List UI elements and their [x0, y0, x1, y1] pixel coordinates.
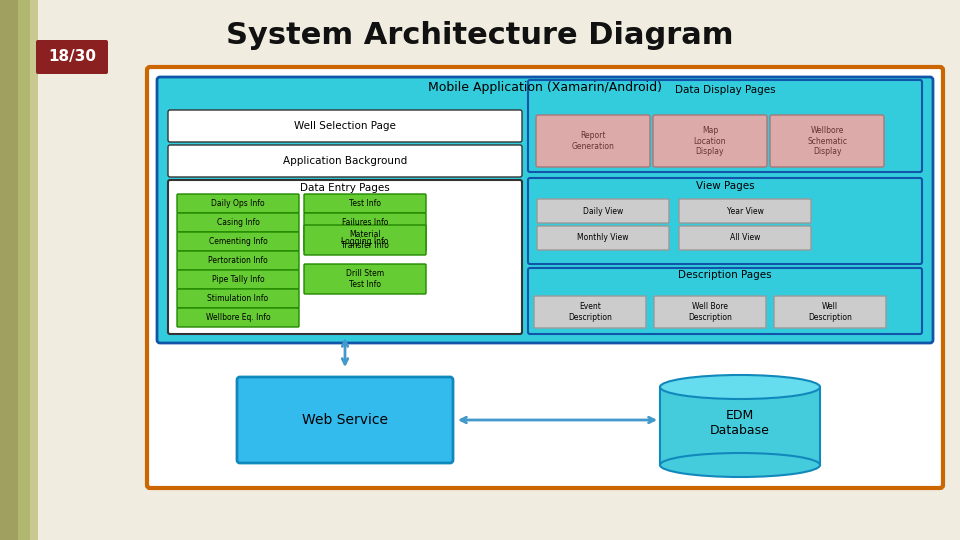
FancyBboxPatch shape — [147, 67, 943, 488]
Text: Daily Ops Info: Daily Ops Info — [211, 199, 265, 208]
Text: Test Info: Test Info — [349, 199, 381, 208]
FancyBboxPatch shape — [304, 194, 426, 213]
FancyBboxPatch shape — [660, 387, 820, 465]
Text: Pertoration Info: Pertoration Info — [208, 256, 268, 265]
FancyBboxPatch shape — [679, 199, 811, 223]
Text: Data Entry Pages: Data Entry Pages — [300, 183, 390, 193]
FancyBboxPatch shape — [537, 226, 669, 250]
Text: Map
Location
Display: Map Location Display — [694, 126, 727, 156]
Ellipse shape — [660, 375, 820, 399]
FancyBboxPatch shape — [177, 251, 299, 270]
FancyBboxPatch shape — [304, 264, 426, 294]
FancyBboxPatch shape — [168, 110, 522, 142]
Text: Report
Generation: Report Generation — [571, 131, 614, 151]
FancyBboxPatch shape — [177, 232, 299, 251]
Bar — [0, 0, 18, 540]
FancyBboxPatch shape — [177, 194, 299, 213]
Text: Material
Transfer Info: Material Transfer Info — [341, 230, 389, 249]
FancyBboxPatch shape — [537, 199, 669, 223]
FancyBboxPatch shape — [654, 296, 766, 328]
Text: Wellbore Eq. Info: Wellbore Eq. Info — [205, 313, 271, 322]
FancyBboxPatch shape — [534, 296, 646, 328]
Text: EDM
Database: EDM Database — [710, 409, 770, 437]
Text: Wellbore
Schematic
Display: Wellbore Schematic Display — [807, 126, 847, 156]
FancyBboxPatch shape — [528, 80, 922, 172]
Text: Event
Description: Event Description — [568, 302, 612, 322]
FancyBboxPatch shape — [774, 296, 886, 328]
FancyBboxPatch shape — [168, 180, 522, 334]
FancyBboxPatch shape — [177, 270, 299, 289]
FancyBboxPatch shape — [536, 115, 650, 167]
Text: Pipe Tally Info: Pipe Tally Info — [212, 275, 264, 284]
FancyBboxPatch shape — [679, 226, 811, 250]
FancyBboxPatch shape — [157, 77, 933, 343]
FancyBboxPatch shape — [304, 225, 426, 255]
Text: Web Service: Web Service — [302, 413, 388, 427]
FancyBboxPatch shape — [653, 115, 767, 167]
Text: Well Bore
Description: Well Bore Description — [688, 302, 732, 322]
FancyBboxPatch shape — [528, 268, 922, 334]
FancyBboxPatch shape — [528, 178, 922, 264]
Text: Year View: Year View — [727, 206, 763, 215]
Text: All View: All View — [730, 233, 760, 242]
Text: Cementing Info: Cementing Info — [208, 237, 268, 246]
Text: Drill Stem
Test Info: Drill Stem Test Info — [346, 269, 384, 289]
Text: Description Pages: Description Pages — [678, 270, 772, 280]
FancyBboxPatch shape — [168, 145, 522, 177]
Ellipse shape — [660, 453, 820, 477]
FancyBboxPatch shape — [304, 232, 426, 251]
Text: Mobile Application (Xamarin/Android): Mobile Application (Xamarin/Android) — [428, 82, 662, 94]
Text: Monthly View: Monthly View — [577, 233, 629, 242]
FancyBboxPatch shape — [237, 377, 453, 463]
FancyBboxPatch shape — [36, 40, 108, 74]
Text: 18/30: 18/30 — [48, 50, 96, 64]
Bar — [30, 0, 38, 540]
Text: Logging Info: Logging Info — [342, 237, 389, 246]
Text: Daily View: Daily View — [583, 206, 623, 215]
FancyBboxPatch shape — [177, 213, 299, 232]
FancyBboxPatch shape — [177, 308, 299, 327]
Text: View Pages: View Pages — [696, 181, 755, 191]
Text: Stimulation Info: Stimulation Info — [207, 294, 269, 303]
Text: Application Background: Application Background — [283, 156, 407, 166]
Bar — [18, 0, 30, 540]
Text: System Architecture Diagram: System Architecture Diagram — [227, 21, 733, 50]
Text: Failures Info: Failures Info — [342, 218, 388, 227]
Text: Well
Description: Well Description — [808, 302, 852, 322]
Text: Data Display Pages: Data Display Pages — [675, 85, 776, 95]
FancyBboxPatch shape — [304, 213, 426, 232]
Text: Casing Info: Casing Info — [217, 218, 259, 227]
FancyBboxPatch shape — [770, 115, 884, 167]
FancyBboxPatch shape — [177, 289, 299, 308]
Text: Well Selection Page: Well Selection Page — [294, 121, 396, 131]
